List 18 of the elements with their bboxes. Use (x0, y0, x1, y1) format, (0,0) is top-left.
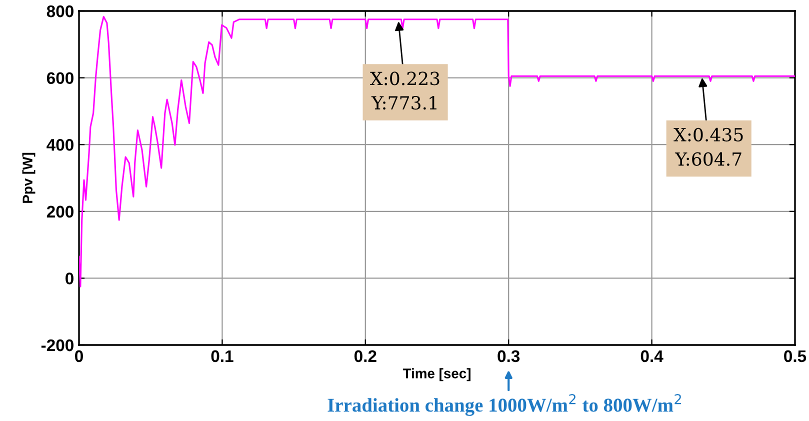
y-tick-label: 800 (46, 5, 74, 18)
y-tick-label: 400 (46, 139, 74, 151)
text: Irradiation change 1000W/m$^{2}$ to 800W/m$^{2}$ (328, 394, 681, 416)
y-tick-label: 600 (46, 72, 74, 84)
x-tick-label: 0.1 (211, 350, 234, 362)
annotation: X:0.435 Y:604.7 (674, 128, 743, 166)
annotation: X:0.223 Y:773.1 (370, 72, 440, 110)
x-tick-label: 0.3 (498, 350, 520, 362)
x-tick-label: 0.2 (354, 350, 376, 362)
y-tick-label: -200 (41, 339, 74, 352)
x-tick-label: 0.4 (640, 350, 664, 362)
y-axis-title: Ppv [W] (22, 152, 36, 203)
line-series (79, 16, 795, 288)
y-tick-label: 200 (46, 206, 74, 218)
y-tick-label: 0 (66, 272, 74, 284)
x-tick-label: 0.5 (784, 350, 806, 362)
x-axis-title: Time [sec] (402, 368, 470, 382)
x-tick-label: 0 (75, 350, 83, 362)
